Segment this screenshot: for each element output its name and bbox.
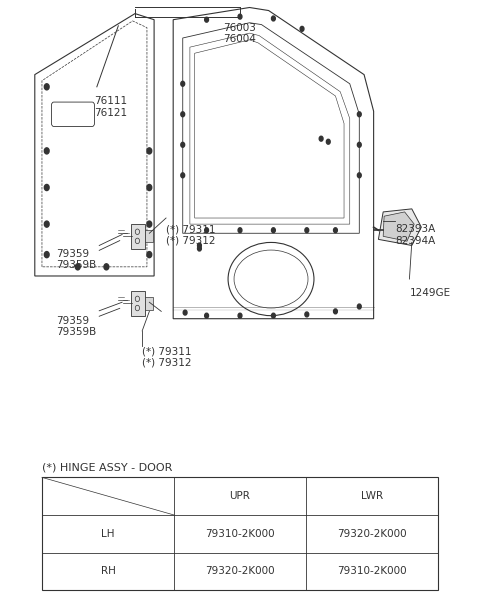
Circle shape <box>147 251 152 257</box>
Circle shape <box>238 313 242 318</box>
Circle shape <box>181 142 185 147</box>
Circle shape <box>334 309 337 314</box>
Text: 79320-2K000: 79320-2K000 <box>205 566 275 576</box>
Polygon shape <box>383 212 414 241</box>
Circle shape <box>238 228 242 233</box>
Circle shape <box>358 142 361 147</box>
Circle shape <box>181 112 185 116</box>
Circle shape <box>198 243 201 248</box>
Text: 79310-2K000: 79310-2K000 <box>205 529 275 539</box>
Bar <box>144 230 153 242</box>
Circle shape <box>319 136 323 141</box>
Circle shape <box>44 251 49 257</box>
Circle shape <box>272 313 276 318</box>
Circle shape <box>198 246 201 251</box>
Circle shape <box>44 84 49 90</box>
Circle shape <box>75 264 80 270</box>
Bar <box>42 478 438 590</box>
Polygon shape <box>378 209 421 245</box>
Circle shape <box>334 228 337 233</box>
Circle shape <box>181 173 185 178</box>
Text: 79310-2K000: 79310-2K000 <box>337 566 407 576</box>
Circle shape <box>300 26 304 31</box>
Circle shape <box>44 185 49 191</box>
Circle shape <box>358 173 361 178</box>
Text: (*) 79311
(*) 79312: (*) 79311 (*) 79312 <box>166 224 216 246</box>
Circle shape <box>147 221 152 227</box>
Circle shape <box>44 221 49 227</box>
Circle shape <box>204 17 208 22</box>
Circle shape <box>44 148 49 154</box>
Circle shape <box>238 14 242 19</box>
Text: 79359
79359B: 79359 79359B <box>56 316 96 337</box>
Circle shape <box>104 264 109 270</box>
Text: 79320-2K000: 79320-2K000 <box>337 529 407 539</box>
Circle shape <box>204 228 208 233</box>
Circle shape <box>272 16 276 21</box>
Circle shape <box>147 148 152 154</box>
Circle shape <box>272 228 276 233</box>
Bar <box>132 291 144 316</box>
Text: LWR: LWR <box>361 491 383 501</box>
Circle shape <box>147 185 152 191</box>
Text: 76003
76004: 76003 76004 <box>224 23 256 44</box>
Text: 79359
79359B: 79359 79359B <box>56 248 96 270</box>
Text: 76111
76121: 76111 76121 <box>95 96 128 118</box>
Bar <box>132 224 144 248</box>
Text: RH: RH <box>100 566 115 576</box>
Text: LH: LH <box>101 529 115 539</box>
Text: (*) 79311
(*) 79312: (*) 79311 (*) 79312 <box>142 346 192 368</box>
Bar <box>144 297 153 310</box>
Circle shape <box>183 310 187 315</box>
Circle shape <box>181 82 185 86</box>
Text: 1249GE: 1249GE <box>409 288 451 298</box>
Circle shape <box>204 313 208 318</box>
Text: (*) HINGE ASSY - DOOR: (*) HINGE ASSY - DOOR <box>42 462 172 472</box>
Circle shape <box>358 304 361 309</box>
Circle shape <box>358 112 361 116</box>
Text: 82393A
82394A: 82393A 82394A <box>395 224 435 246</box>
Circle shape <box>326 139 330 144</box>
Text: UPR: UPR <box>229 491 251 501</box>
Circle shape <box>305 228 309 233</box>
Circle shape <box>305 312 309 317</box>
